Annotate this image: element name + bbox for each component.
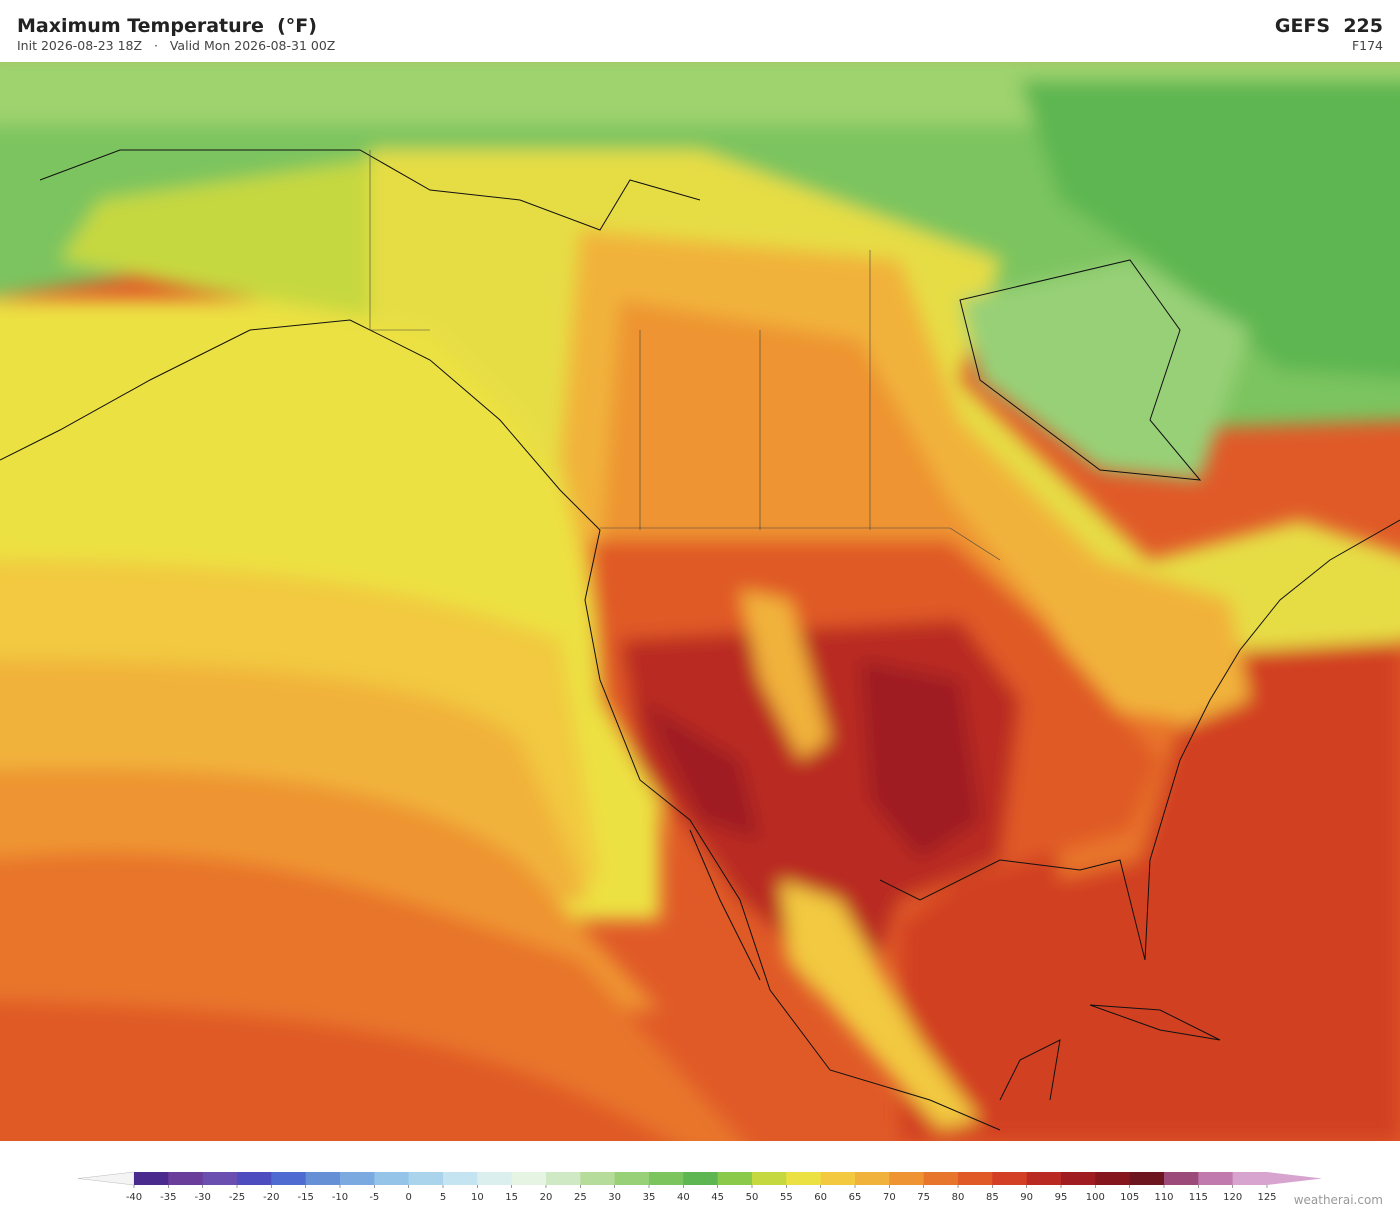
colorbar-segment [889,1172,925,1185]
colorbar-segment [1061,1172,1096,1185]
colorbar-segment [374,1172,410,1185]
colorbar-segment [1095,1172,1131,1185]
colorbar-tick-label: 5 [440,1192,446,1203]
colorbar-tick-label: 110 [1154,1192,1173,1203]
colorbar-segment [580,1172,616,1185]
colorbar-tick-label: 10 [471,1192,484,1203]
colorbar-segment [786,1172,822,1185]
colorbar-tick-label: -20 [263,1192,279,1203]
colorbar-segment [1198,1172,1234,1185]
colorbar-segment [683,1172,719,1185]
colorbar-segment [820,1172,856,1185]
colorbar-tick-label: -10 [332,1192,348,1203]
colorbar-segment [649,1172,684,1185]
colorbar-segment [992,1172,1028,1185]
model-name: GEFS 225 [1274,15,1383,37]
subtitle: Init 2026-08-23 18Z · Valid Mon 2026-08-… [17,38,336,53]
colorbar-tick-label: 75 [917,1192,930,1203]
colorbar-tick-label: 105 [1120,1192,1139,1203]
colorbar-tick-label: -40 [126,1192,142,1203]
colorbar-tick-label: 45 [711,1192,724,1203]
colorbar-tick-label: -15 [297,1192,313,1203]
colorbar-under [77,1171,135,1186]
colorbar-tick-label: 65 [849,1192,862,1203]
colorbar-segment [305,1172,341,1185]
colorbar-segment [717,1172,753,1185]
colorbar-segment [855,1172,890,1185]
colorbar-segment [511,1172,547,1185]
colorbar-segment [546,1172,581,1185]
colorbar-segment [340,1172,375,1185]
colorbar-segment [168,1172,204,1185]
colorbar-tick-label: 55 [780,1192,793,1203]
colorbar-segment [1129,1172,1165,1185]
colorbar-segment [1232,1172,1268,1185]
colorbar-tick-label: 25 [574,1192,587,1203]
colorbar-segment [237,1172,272,1185]
colorbar-tick-label: 35 [643,1192,656,1203]
colorbar-tick-label: 95 [1055,1192,1068,1203]
colorbar-tick-label: 90 [1020,1192,1033,1203]
colorbar-segment [614,1172,650,1185]
colorbar-tick-label: -5 [369,1192,379,1203]
colorbar-segment [1164,1172,1199,1185]
colorbar-segment [202,1172,238,1185]
colorbar-tick-label: 20 [540,1192,553,1203]
colorbar-tick-label: 120 [1223,1192,1242,1203]
colorbar-over [1267,1172,1322,1185]
forecast-hour: F174 [1351,38,1383,53]
colorbar-tick-label: 85 [986,1192,999,1203]
colorbar-tick-label: -25 [229,1192,245,1203]
colorbar-tick-label: 60 [814,1192,827,1203]
colorbar-tick-label: 40 [677,1192,690,1203]
colorbar-tick-label: 115 [1189,1192,1208,1203]
colorbar-segment [477,1172,513,1185]
colorbar-tick-label: 80 [952,1192,965,1203]
colorbar-segment [271,1172,307,1185]
colorbar: -40 -35 -30 -25 -20 -15 -10 -5 0 5 10 15 20 25 30 35 40 4… [77,1171,1322,1203]
colorbar-tick-label: 15 [505,1192,518,1203]
colorbar-tick-label: 0 [405,1192,411,1203]
colorbar-segment [134,1172,169,1185]
colorbar-segment [408,1172,444,1185]
title: Maximum Temperature (°F) [17,15,317,37]
colorbar-tick-label: 100 [1086,1192,1105,1203]
credit: weatherai.com [1293,1193,1383,1207]
colorbar-tick-label: -35 [160,1192,176,1203]
colorbar-tick-label: 30 [608,1192,621,1203]
colorbar-segment [923,1172,959,1185]
colorbar-segment [752,1172,787,1185]
colorbar-segment [443,1172,478,1185]
colorbar-tick-label: -30 [194,1192,210,1203]
colorbar-tick-label: 50 [746,1192,759,1203]
temperature-map [0,62,1400,1141]
colorbar-tick-label: 70 [883,1192,896,1203]
colorbar-segment [958,1172,993,1185]
colorbar-tick-label: 125 [1257,1192,1276,1203]
colorbar-segment [1026,1172,1062,1185]
